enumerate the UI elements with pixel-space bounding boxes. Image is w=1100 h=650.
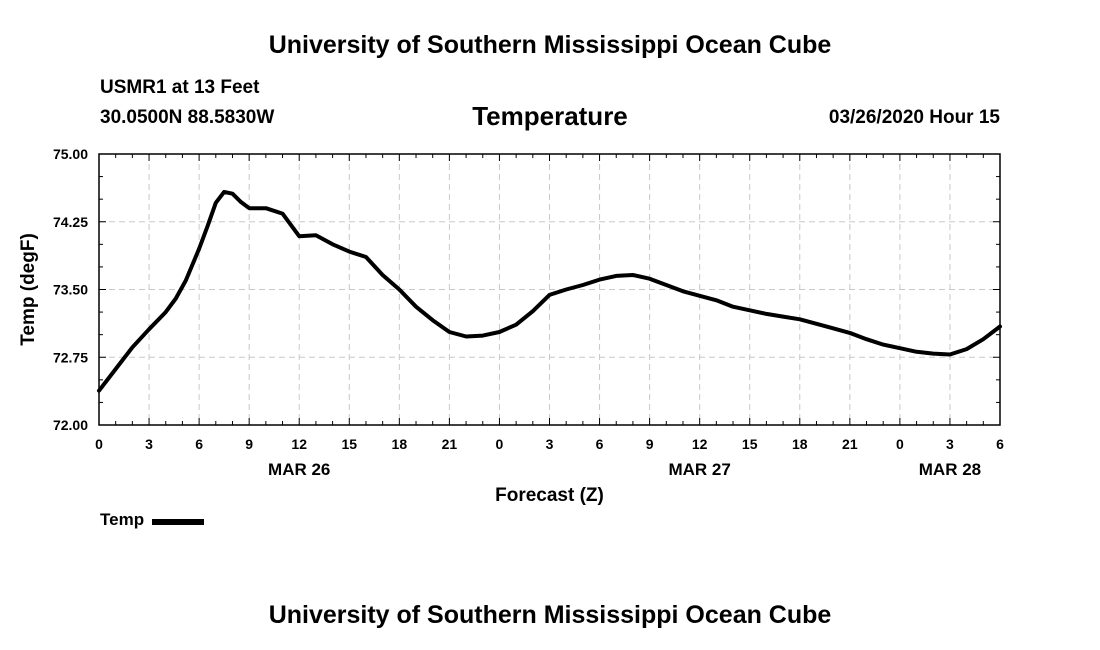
date-label: MAR 27 — [668, 460, 730, 479]
x-tick-label: 18 — [392, 436, 408, 452]
x-tick-label: 15 — [742, 436, 758, 452]
x-tick-label: 3 — [145, 436, 153, 452]
x-tick-label: 3 — [546, 436, 554, 452]
legend: Temp — [100, 510, 204, 530]
y-tick-label: 75.00 — [53, 146, 88, 162]
x-axis-title: Forecast (Z) — [495, 485, 604, 506]
x-tick-label: 9 — [245, 436, 253, 452]
x-tick-label: 12 — [692, 436, 708, 452]
x-tick-label: 6 — [596, 436, 604, 452]
x-tick-label: 21 — [442, 436, 458, 452]
x-tick-label: 0 — [896, 436, 904, 452]
date-label: MAR 28 — [919, 460, 981, 479]
temperature-chart: 0 3 6 9 12 15 18 21 0 3 6 9 12 15 18 21 0 3 6 72.00 72.75 73.… — [0, 0, 1100, 650]
x-tick-label: 3 — [946, 436, 954, 452]
x-tick-label: 6 — [996, 436, 1004, 452]
footer-title: University of Southern Mississippi Ocean… — [0, 601, 1100, 630]
legend-label: Temp — [100, 510, 144, 530]
x-tick-label: 6 — [195, 436, 203, 452]
x-tick-label: 0 — [496, 436, 504, 452]
y-tick-label: 73.50 — [53, 282, 88, 298]
legend-swatch — [152, 519, 204, 525]
x-tick-label: 12 — [291, 436, 307, 452]
y-tick-label: 72.00 — [53, 417, 88, 433]
x-tick-label: 0 — [95, 436, 103, 452]
x-tick-label: 18 — [792, 436, 808, 452]
y-tick-label: 74.25 — [53, 214, 88, 230]
date-label: MAR 26 — [268, 460, 330, 479]
x-tick-label: 15 — [341, 436, 357, 452]
x-tick-label: 9 — [646, 436, 654, 452]
y-axis-title: Temp (degF) — [18, 233, 39, 346]
x-tick-label: 21 — [842, 436, 858, 452]
y-tick-label: 72.75 — [53, 349, 88, 365]
